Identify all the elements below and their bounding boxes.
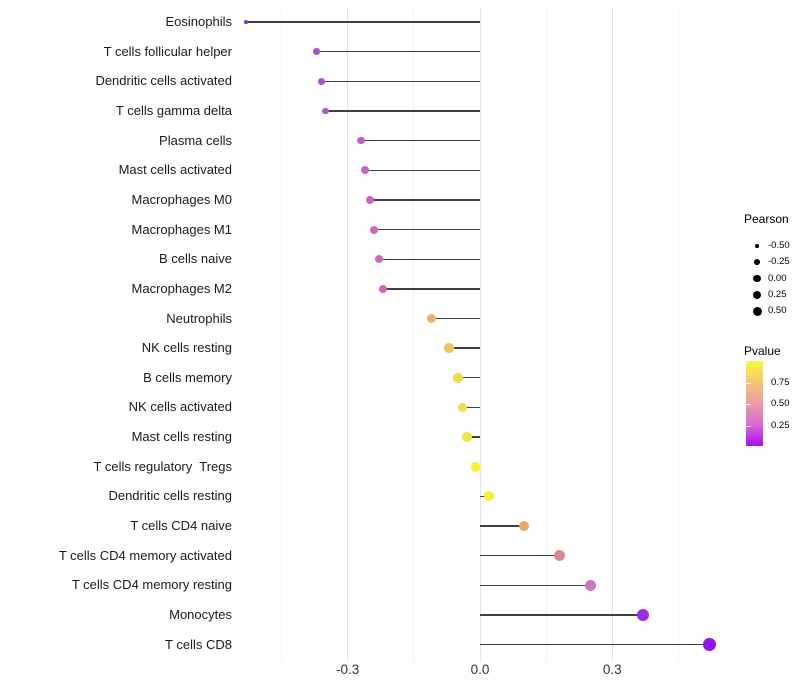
lollipop-dot [365,195,374,204]
pvalue-colorbar-tick [746,425,751,427]
lollipop-stem [378,258,480,260]
pvalue-colorbar-value: 0.75 [771,377,790,389]
lollipop-dot [453,373,463,383]
lollipop-dot [313,48,321,55]
x-tick-label: -0.3 [336,662,360,677]
category-label: Mast cells activated [118,162,232,178]
lollipop-dot [483,491,494,502]
lollipop-dot [374,255,383,264]
lollipop-dot [470,461,481,472]
category-label: Dendritic cells activated [95,73,232,89]
pearson-legend-dot [755,244,759,248]
category-label: B cells naive [159,251,232,267]
category-label: T cells CD4 naive [130,518,232,534]
pearson-legend-dot [752,290,762,299]
gridline-minor [413,8,415,662]
x-tick-label: 0.0 [470,662,490,677]
lollipop-dot [457,402,468,413]
lollipop-stem [466,436,480,438]
lollipop-dot [244,20,249,24]
pvalue-color-legend: Pvalue 0.75 0.50 0.25 [744,344,800,454]
category-label: T cells CD8 [165,636,232,652]
gridline-major [479,8,481,662]
lollipop-dot [444,343,454,353]
lollipop-stem [457,377,480,379]
lollipop-stem [360,139,480,142]
lollipop-dot [426,313,436,323]
lollipop-dot [461,432,472,442]
lollipop-stem [325,110,480,112]
pearson-legend-value: 0.50 [768,305,787,317]
lollipop-dot [637,609,650,621]
pearson-legend-value: 0.00 [768,272,787,284]
pearson-legend-dot [753,275,761,283]
category-label: T cells regulatory Tregs [93,458,232,474]
category-label: T cells CD4 memory resting [71,577,232,593]
pearson-legend-value: 0.25 [768,288,787,300]
lollipop-stem [431,317,480,320]
lollipop-stem [480,643,710,646]
pvalue-colorbar-value: 0.50 [771,398,790,410]
lollipop-stem [462,406,480,409]
category-label: Neutrophils [166,310,232,326]
category-label: NK cells resting [141,340,232,356]
lollipop-dot [357,136,365,145]
category-label: Monocytes [169,607,232,622]
lollipop-stem [480,614,644,616]
category-label: Plasma cells [159,132,232,148]
pvalue-colorbar-value: 0.25 [771,419,790,431]
lollipop-stem [480,584,591,587]
lollipop-dot [553,550,565,562]
category-label: T cells CD4 memory activated [58,547,232,563]
lollipop-dot [370,225,379,234]
category-label: T cells gamma delta [115,102,232,118]
pearson-legend-title: Pearson [744,212,789,226]
gridline-major [611,8,613,662]
lollipop-stem [365,169,480,171]
pearson-legend-value: -0.50 [768,240,790,251]
lollipop-dot [322,107,330,115]
category-label: Mast cells resting [131,429,232,445]
pearson-legend-dot [752,306,762,316]
category-label: T cells follicular helper [103,43,232,59]
lollipop-stem [480,555,560,557]
lollipop-stem [480,525,525,527]
pvalue-colorbar-tick [746,383,751,385]
lollipop-dot [702,638,716,651]
pvalue-colorbar [746,361,763,446]
category-label: B cells memory [143,369,232,385]
lollipop-dot [378,284,388,293]
pvalue-colorbar-tick [746,404,751,406]
category-label: Macrophages M1 [131,221,232,237]
category-label: Eosinophils [165,14,233,29]
category-label: Dendritic cells resting [108,488,232,504]
lollipop-stem [374,228,480,231]
pearson-legend-dot [754,259,760,266]
lollipop-stem [449,347,480,349]
lollipop-stem [369,199,480,201]
gridline-major [347,8,349,662]
pearson-size-legend: Pearson -0.50 -0.25 0.00 0.25 0.50 [744,212,800,322]
category-label: NK cells activated [128,399,232,415]
lollipop-dot [584,579,596,591]
x-tick-label: 0.3 [602,662,622,677]
lollipop-stem [382,288,480,290]
category-label: Macrophages M0 [131,191,232,207]
lollipop-stem [246,21,480,23]
lollipop-stem [316,50,480,53]
pearson-legend-value: -0.25 [768,256,790,268]
lollipop-dot [518,520,530,532]
gridline-minor [677,8,679,662]
lollipop-dot [361,166,370,175]
lollipop-stem [321,80,480,82]
category-label: Macrophages M2 [131,280,232,296]
gridline-minor [281,8,283,662]
gridline-minor [545,8,547,662]
pvalue-legend-title: Pvalue [744,344,781,358]
lollipop-dot [317,77,325,85]
